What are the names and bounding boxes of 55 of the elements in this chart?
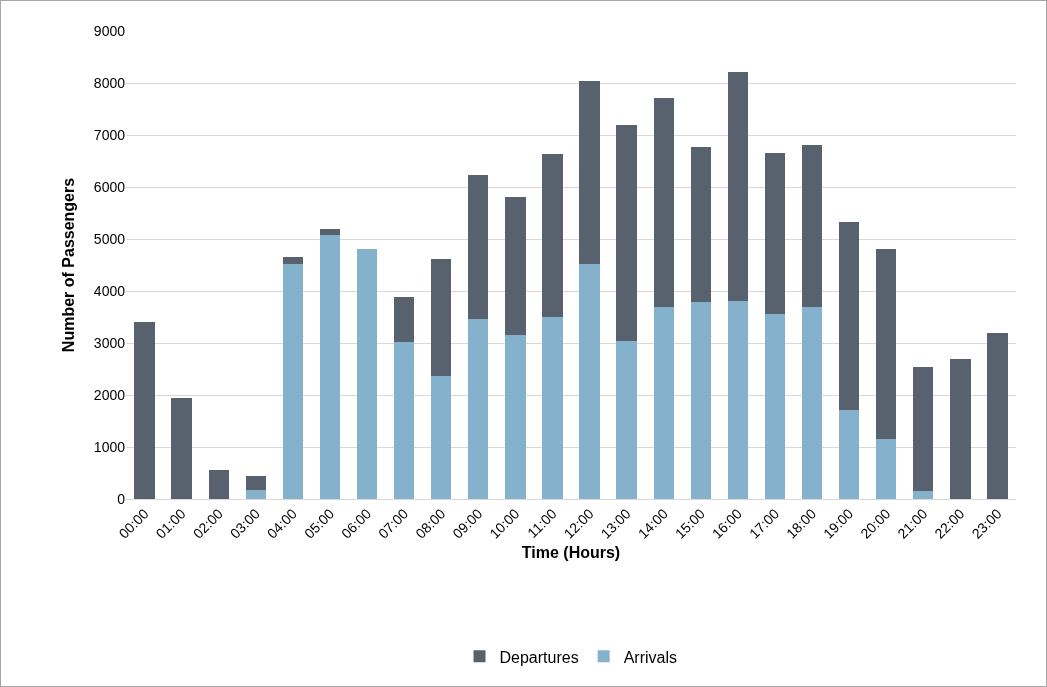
- bar: [431, 375, 452, 499]
- bar: [505, 197, 526, 336]
- legend-label: Departures: [499, 648, 579, 666]
- bar: [764, 153, 786, 314]
- bar: [950, 359, 971, 499]
- bar: [468, 174, 489, 320]
- bar: [579, 80, 600, 264]
- y-axis-title: Number of Passengers: [59, 177, 77, 353]
- y-tick-label: 2000: [93, 386, 126, 403]
- bar: [356, 249, 378, 499]
- bar: [876, 249, 897, 440]
- bar: [542, 317, 563, 499]
- bar: [764, 313, 786, 499]
- y-tick-label: 0: [117, 490, 126, 507]
- bar: [505, 335, 526, 499]
- bar: [616, 124, 637, 341]
- bar: [801, 144, 823, 307]
- bar: [690, 302, 711, 499]
- bar: [134, 322, 155, 499]
- bar: [987, 332, 1008, 499]
- bar: [913, 491, 934, 499]
- bar: [913, 366, 934, 492]
- bar: [690, 147, 711, 303]
- bar: [653, 97, 674, 308]
- bar: [431, 259, 452, 376]
- bar: [245, 490, 266, 499]
- bar: [282, 257, 304, 264]
- y-tick-label: 8000: [93, 74, 126, 91]
- bar: [468, 319, 489, 499]
- bar: [245, 475, 266, 491]
- y-tick-label: 5000: [93, 230, 126, 247]
- y-tick-label: 9000: [93, 22, 126, 39]
- y-tick-label: 3000: [93, 334, 126, 351]
- bar: [876, 439, 897, 499]
- y-tick-label: 6000: [93, 178, 126, 195]
- bar: [319, 235, 341, 499]
- bar: [282, 263, 304, 499]
- bar: [838, 409, 860, 499]
- bar: [838, 221, 860, 410]
- bar: [579, 263, 600, 499]
- bar: [653, 307, 674, 499]
- bar: [727, 300, 749, 499]
- bar: [727, 71, 749, 301]
- bar: [616, 340, 637, 499]
- legend-label: Arrivals: [623, 648, 677, 666]
- bar: [208, 470, 229, 499]
- y-tick-label: 7000: [93, 126, 126, 143]
- bar: [393, 341, 415, 499]
- bar: [171, 397, 192, 499]
- bar: [801, 306, 823, 499]
- y-tick-label: 4000: [93, 282, 126, 299]
- y-tick-label: 1000: [93, 438, 126, 455]
- bar: [393, 296, 415, 342]
- bar: [542, 154, 563, 317]
- x-axis-title: Time (Hours): [521, 543, 621, 561]
